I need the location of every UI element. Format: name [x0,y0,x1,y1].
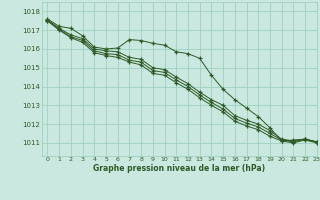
X-axis label: Graphe pression niveau de la mer (hPa): Graphe pression niveau de la mer (hPa) [93,164,265,173]
